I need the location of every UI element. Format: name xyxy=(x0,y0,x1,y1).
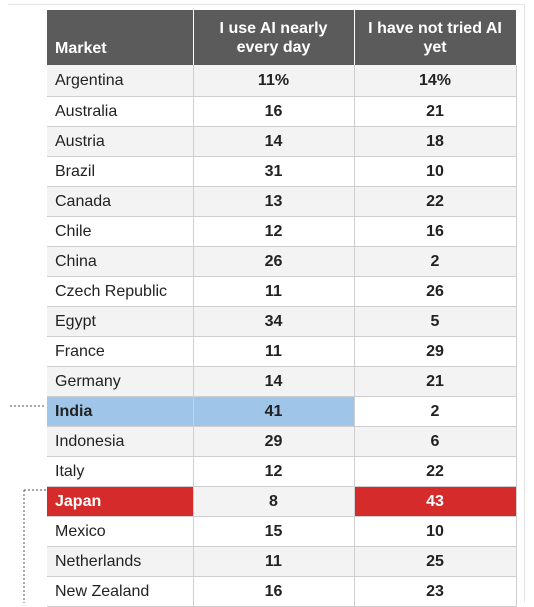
value-cell: 41 xyxy=(193,396,355,427)
value-cell: 43 xyxy=(354,486,517,517)
table-row: Austria 14 18 xyxy=(47,126,517,157)
market-cell: Canada xyxy=(47,186,194,217)
value-cell: 16 xyxy=(193,576,355,607)
value-cell: 15 xyxy=(193,516,355,547)
table-row: Egypt 34 5 xyxy=(47,306,517,337)
value-cell: 14 xyxy=(193,366,355,397)
market-cell: Chile xyxy=(47,216,194,247)
data-table: Market I use AI nearly every day I have no… xyxy=(47,10,517,607)
market-cell: Netherlands xyxy=(47,546,194,577)
value-cell: 22 xyxy=(354,186,517,217)
value-cell: 26 xyxy=(354,276,517,307)
market-cell: New Zealand xyxy=(47,576,194,607)
table-row: New Zealand 16 23 xyxy=(47,576,517,607)
table-row: Chile 12 16 xyxy=(47,216,517,247)
value-cell: 12 xyxy=(193,216,355,247)
market-cell: India xyxy=(47,396,194,427)
table-row: Brazil 31 10 xyxy=(47,156,517,187)
table-row: Italy 12 22 xyxy=(47,456,517,487)
value-cell: 16 xyxy=(354,216,517,247)
table-row: China 26 2 xyxy=(47,246,517,277)
value-cell: 6 xyxy=(354,426,517,457)
value-cell: 23 xyxy=(354,576,517,607)
market-cell: Egypt xyxy=(47,306,194,337)
value-cell: 29 xyxy=(354,336,517,367)
market-cell: Germany xyxy=(47,366,194,397)
value-cell: 16 xyxy=(193,96,355,127)
value-cell: 11 xyxy=(193,546,355,577)
column-header: I have not tried AI yet xyxy=(354,10,517,65)
value-cell: 21 xyxy=(354,96,517,127)
table-row: Germany 14 21 xyxy=(47,366,517,397)
table-row: Netherlands 11 25 xyxy=(47,546,517,577)
market-cell: Indonesia xyxy=(47,426,194,457)
table-row: Canada 13 22 xyxy=(47,186,517,217)
value-cell: 8 xyxy=(193,486,355,517)
value-cell: 25 xyxy=(354,546,517,577)
column-header: Market xyxy=(47,10,194,65)
market-cell: Italy xyxy=(47,456,194,487)
value-cell: 29 xyxy=(193,426,355,457)
market-cell: Japan xyxy=(47,486,194,517)
table-row: Australia 16 21 xyxy=(47,96,517,127)
market-cell: Austria xyxy=(47,126,194,157)
market-cell: Brazil xyxy=(47,156,194,187)
value-cell: 5 xyxy=(354,306,517,337)
market-cell: Czech Republic xyxy=(47,276,194,307)
table-row: Argentina 11% 14% xyxy=(47,65,517,97)
table-row: Indonesia 29 6 xyxy=(47,426,517,457)
value-cell: 26 xyxy=(193,246,355,277)
table-row: Japan 8 43 xyxy=(47,486,517,517)
value-cell: 11 xyxy=(193,336,355,367)
value-cell: 10 xyxy=(354,156,517,187)
value-cell: 13 xyxy=(193,186,355,217)
frame xyxy=(8,4,525,602)
value-cell: 2 xyxy=(354,396,517,427)
value-cell: 11% xyxy=(193,65,355,97)
table-row: Czech Republic 11 26 xyxy=(47,276,517,307)
value-cell: 14% xyxy=(354,65,517,97)
table-body: Argentina 11% 14% Australia 16 21 Austria 14 18 B… xyxy=(47,65,517,607)
market-cell: France xyxy=(47,336,194,367)
header-row: Market I use AI nearly every day I have no… xyxy=(47,10,517,65)
table-row: France 11 29 xyxy=(47,336,517,367)
value-cell: 31 xyxy=(193,156,355,187)
column-header: I use AI nearly every day xyxy=(193,10,355,65)
table-row: India 41 2 xyxy=(47,396,517,427)
table-row: Mexico 15 10 xyxy=(47,516,517,547)
value-cell: 21 xyxy=(354,366,517,397)
market-cell: Australia xyxy=(47,96,194,127)
market-cell: China xyxy=(47,246,194,277)
value-cell: 2 xyxy=(354,246,517,277)
value-cell: 11 xyxy=(193,276,355,307)
value-cell: 12 xyxy=(193,456,355,487)
market-cell: Mexico xyxy=(47,516,194,547)
value-cell: 10 xyxy=(354,516,517,547)
value-cell: 18 xyxy=(354,126,517,157)
value-cell: 22 xyxy=(354,456,517,487)
value-cell: 14 xyxy=(193,126,355,157)
market-cell: Argentina xyxy=(47,65,194,97)
value-cell: 34 xyxy=(193,306,355,337)
